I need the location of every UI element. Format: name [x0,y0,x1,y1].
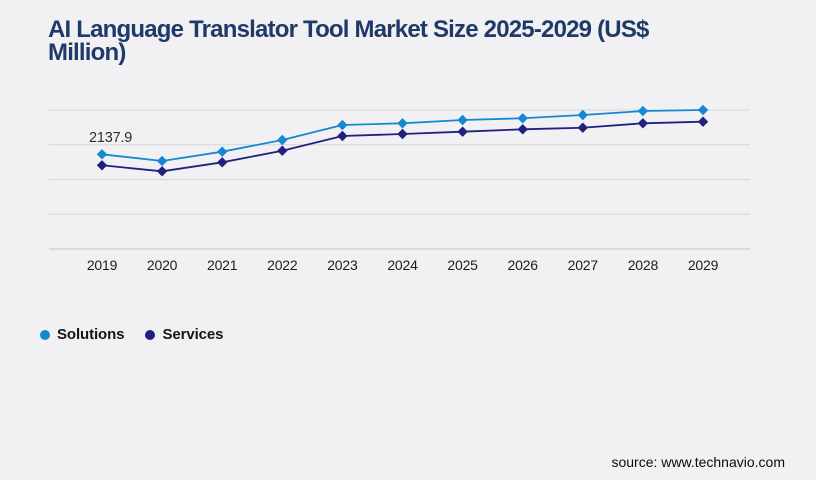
x-axis-label-2026: 2026 [507,257,539,273]
x-axis-label-2020: 2020 [146,257,178,273]
chart-title-line1: AI Language Translator Tool Market Size … [48,16,649,43]
chart-legend: Solutions Services [40,326,223,343]
data-point-services-2020 [156,166,168,177]
data-point-solutions-2024 [397,118,408,129]
data-point-services-2029 [697,116,709,127]
data-point-solutions-2022 [277,134,288,146]
data-point-services-2022 [277,145,288,156]
x-axis-label-2029: 2029 [687,257,719,273]
chart-title: AI Language Translator Tool Market Size … [48,16,758,66]
line-chart-plot [49,104,750,250]
x-axis-label-2024: 2024 [387,257,418,273]
legend-label-services: Services [162,326,224,343]
data-point-solutions-2028 [637,105,649,117]
legend-item-solutions: Solutions [40,326,125,343]
data-point-services-2023 [337,130,348,142]
data-point-services-2024 [397,128,408,140]
x-axis-label-2019: 2019 [86,257,118,273]
x-axis-label-2023: 2023 [327,257,358,273]
legend-label-solutions: Solutions [57,326,125,343]
data-point-solutions-2019 [96,149,108,160]
data-point-services-2019 [96,160,108,171]
x-axis-labels: 2019 2020 2021 2022 2023 2024 2025 2026 2027 2028… [0,257,816,275]
x-axis-label-2022: 2022 [267,257,298,273]
source-attribution: source: www.technavio.com [611,454,785,470]
chart-title-line2: Million) [48,39,126,66]
data-point-solutions-2021 [217,146,228,157]
solutions-legend-marker-icon [40,329,50,340]
x-axis-label-2027: 2027 [567,257,599,273]
data-point-solutions-2029 [697,104,709,116]
data-point-solutions-2026 [517,113,528,124]
data-point-solutions-2025 [457,114,468,126]
data-point-services-2026 [517,124,528,135]
services-legend-marker-icon [145,329,156,340]
data-point-services-2027 [577,122,588,133]
x-axis-label-2028: 2028 [627,257,659,273]
data-point-services-2028 [637,118,649,129]
legend-item-services: Services [145,326,223,343]
data-point-solutions-2020 [156,155,168,167]
data-point-services-2021 [217,157,228,168]
data-point-solutions-2027 [577,109,588,121]
data-label-solutions-2019: 2137.9 [89,130,133,146]
data-point-services-2025 [457,126,468,137]
x-axis-label-2025: 2025 [447,257,478,273]
data-point-solutions-2023 [337,119,348,131]
x-axis-label-2021: 2021 [207,257,238,273]
